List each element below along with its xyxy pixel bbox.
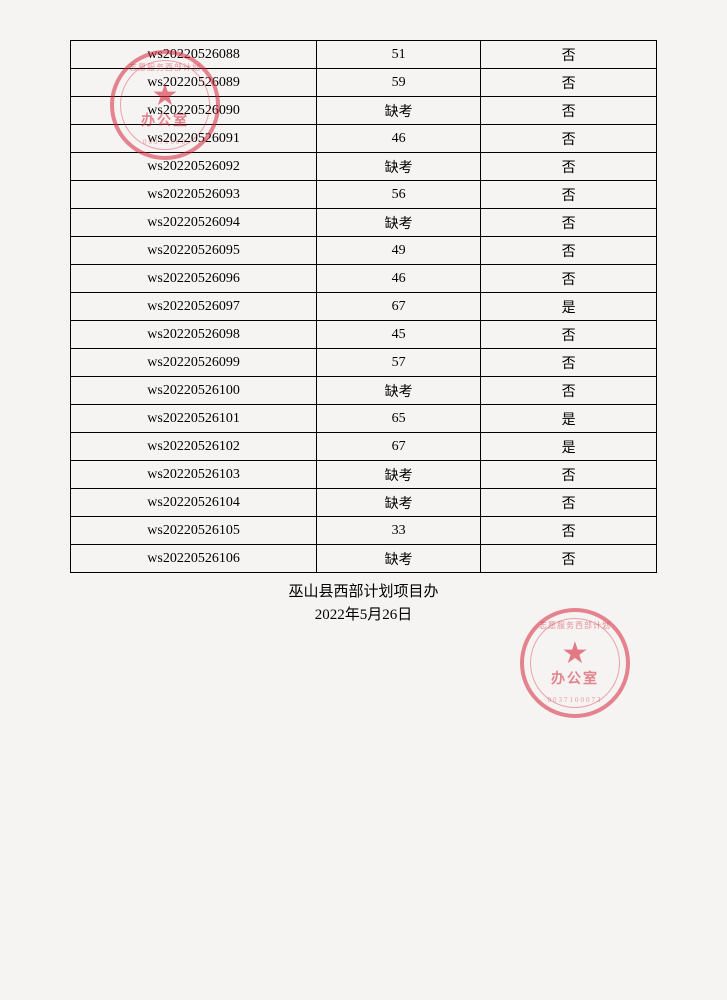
table-row: ws2022052610533否	[71, 517, 657, 545]
table-cell: 否	[481, 349, 657, 377]
table-row: ws2022052609845否	[71, 321, 657, 349]
table-row: ws20220526106缺考否	[71, 545, 657, 573]
results-table: ws2022052608851否ws2022052608959否ws202205…	[70, 40, 657, 573]
table-cell: ws20220526094	[71, 209, 317, 237]
table-cell: ws20220526104	[71, 489, 317, 517]
stamp-center-text: 办公室	[551, 668, 599, 688]
table-cell: 否	[481, 265, 657, 293]
table-cell: ws20220526101	[71, 405, 317, 433]
table-cell: ws20220526103	[71, 461, 317, 489]
table-cell: 45	[317, 321, 481, 349]
table-cell: 缺考	[317, 489, 481, 517]
table-row: ws2022052609646否	[71, 265, 657, 293]
table-cell: 46	[317, 265, 481, 293]
table-cell: 缺考	[317, 97, 481, 125]
table-cell: 56	[317, 181, 481, 209]
footer-date: 2022年5月26日	[70, 604, 657, 627]
table-cell: 缺考	[317, 209, 481, 237]
table-cell: ws20220526106	[71, 545, 317, 573]
table-cell: 否	[481, 517, 657, 545]
table-cell: 46	[317, 125, 481, 153]
table-cell: ws20220526105	[71, 517, 317, 545]
table-cell: 缺考	[317, 545, 481, 573]
stamp-star-icon: ★	[562, 636, 589, 671]
table-cell: 57	[317, 349, 481, 377]
document-footer: 巫山县西部计划项目办 2022年5月26日	[70, 581, 657, 626]
footer-issuer: 巫山县西部计划项目办	[70, 581, 657, 604]
table-row: ws20220526104缺考否	[71, 489, 657, 517]
table-row: ws2022052609146否	[71, 125, 657, 153]
table-row: ws20220526103缺考否	[71, 461, 657, 489]
table-cell: 否	[481, 125, 657, 153]
table-cell: 否	[481, 237, 657, 265]
table-row: ws2022052609549否	[71, 237, 657, 265]
table-cell: ws20220526102	[71, 433, 317, 461]
table-row: ws2022052608851否	[71, 41, 657, 69]
table-cell: 否	[481, 41, 657, 69]
table-cell: 是	[481, 405, 657, 433]
table-cell: ws20220526090	[71, 97, 317, 125]
table-cell: 否	[481, 321, 657, 349]
table-cell: 是	[481, 293, 657, 321]
table-cell: 67	[317, 433, 481, 461]
table-cell: ws20220526100	[71, 377, 317, 405]
table-cell: 缺考	[317, 461, 481, 489]
table-row: ws2022052608959否	[71, 69, 657, 97]
table-cell: 否	[481, 181, 657, 209]
table-cell: 49	[317, 237, 481, 265]
table-cell: ws20220526097	[71, 293, 317, 321]
table-cell: ws20220526088	[71, 41, 317, 69]
table-cell: ws20220526091	[71, 125, 317, 153]
table-row: ws20220526094缺考否	[71, 209, 657, 237]
table-cell: 否	[481, 377, 657, 405]
table-cell: 否	[481, 489, 657, 517]
table-cell: 65	[317, 405, 481, 433]
table-row: ws20220526090缺考否	[71, 97, 657, 125]
table-cell: 是	[481, 433, 657, 461]
table-cell: ws20220526093	[71, 181, 317, 209]
table-cell: 67	[317, 293, 481, 321]
table-cell: 33	[317, 517, 481, 545]
table-cell: ws20220526096	[71, 265, 317, 293]
table-cell: 缺考	[317, 153, 481, 181]
table-cell: 否	[481, 153, 657, 181]
results-table-body: ws2022052608851否ws2022052608959否ws202205…	[71, 41, 657, 573]
table-cell: 缺考	[317, 377, 481, 405]
table-cell: 否	[481, 545, 657, 573]
table-row: ws2022052609767是	[71, 293, 657, 321]
table-cell: 否	[481, 69, 657, 97]
table-cell: ws20220526099	[71, 349, 317, 377]
table-row: ws2022052609957否	[71, 349, 657, 377]
table-cell: 否	[481, 97, 657, 125]
table-cell: 否	[481, 461, 657, 489]
stamp-code: 0037100073	[548, 696, 603, 704]
table-cell: ws20220526089	[71, 69, 317, 97]
table-row: ws20220526100缺考否	[71, 377, 657, 405]
table-row: ws20220526092缺考否	[71, 153, 657, 181]
table-cell: 否	[481, 209, 657, 237]
table-cell: 59	[317, 69, 481, 97]
table-row: ws2022052609356否	[71, 181, 657, 209]
table-row: ws2022052610267是	[71, 433, 657, 461]
table-cell: 51	[317, 41, 481, 69]
table-row: ws2022052610165是	[71, 405, 657, 433]
table-cell: ws20220526098	[71, 321, 317, 349]
table-cell: ws20220526095	[71, 237, 317, 265]
document-page: 志愿服务西部计划 ★ 办公室 00371000 ws2022052608851否…	[70, 40, 657, 626]
table-cell: ws20220526092	[71, 153, 317, 181]
